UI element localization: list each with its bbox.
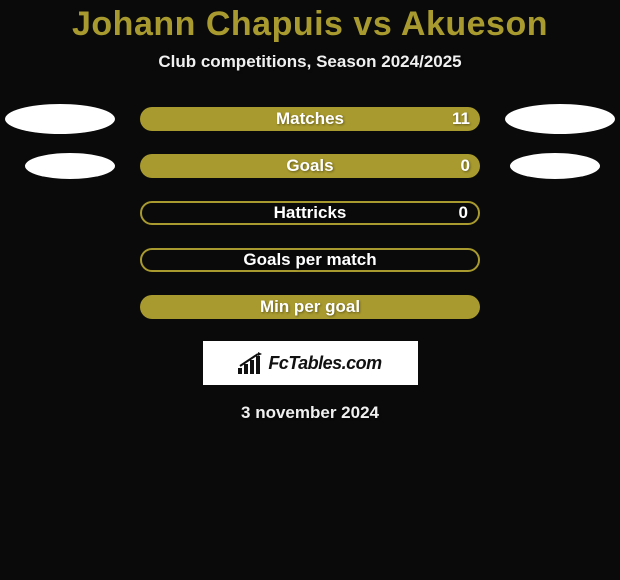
stat-row-min-per-goal: Min per goal — [0, 295, 620, 319]
stat-row-goals-per-match: Goals per match — [0, 248, 620, 272]
date-label: 3 november 2024 — [0, 403, 620, 423]
stat-value: 0 — [459, 203, 468, 223]
stat-row-hattricks: Hattricks 0 — [0, 201, 620, 225]
stat-label: Goals per match — [243, 250, 376, 270]
stat-label: Hattricks — [274, 203, 347, 223]
player-left-ellipse — [25, 153, 115, 179]
stat-label: Goals — [286, 156, 333, 176]
chart-up-icon — [238, 352, 262, 374]
stat-bar: Matches 11 — [140, 107, 480, 131]
logo-text: FcTables.com — [268, 353, 381, 374]
player-left-ellipse — [5, 104, 115, 134]
subtitle: Club competitions, Season 2024/2025 — [0, 52, 620, 72]
logo-box: FcTables.com — [203, 341, 418, 385]
stat-value: 11 — [452, 109, 470, 129]
page-title: Johann Chapuis vs Akueson — [0, 5, 620, 44]
stat-bar: Goals per match — [140, 248, 480, 272]
stat-label: Min per goal — [260, 297, 360, 317]
stat-row-goals: Goals 0 — [0, 154, 620, 178]
stat-row-matches: Matches 11 — [0, 107, 620, 131]
stat-bar: Hattricks 0 — [140, 201, 480, 225]
stat-bar: Goals 0 — [140, 154, 480, 178]
player-right-ellipse — [510, 153, 600, 179]
player-right-ellipse — [505, 104, 615, 134]
stat-value: 0 — [461, 156, 470, 176]
stat-label: Matches — [276, 109, 344, 129]
stat-bars: Matches 11 Goals 0 Hattricks 0 Goals per… — [0, 107, 620, 319]
comparison-infographic: Johann Chapuis vs Akueson Club competiti… — [0, 0, 620, 580]
stat-bar: Min per goal — [140, 295, 480, 319]
